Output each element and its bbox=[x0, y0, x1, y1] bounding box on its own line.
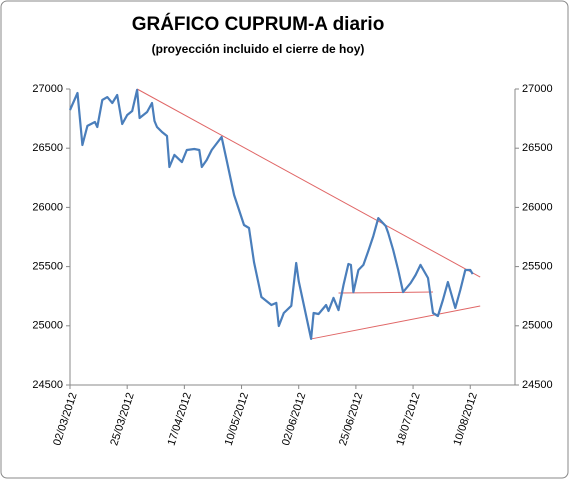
y-tick-label: 26000 bbox=[32, 201, 63, 213]
chart-title: GRÁFICO CUPRUM-A diario bbox=[132, 13, 385, 35]
y-tick-label: 25500 bbox=[32, 261, 63, 273]
trend-line bbox=[311, 305, 481, 340]
y-tick-label: 25000 bbox=[32, 320, 63, 332]
y-tick-label: 26500 bbox=[32, 142, 63, 154]
price-line bbox=[68, 88, 474, 340]
chart-subtitle: (proyección incluido el cierre de hoy) bbox=[152, 42, 365, 56]
y2-tick-label: 26500 bbox=[522, 142, 553, 154]
y2-tick-label: 25000 bbox=[522, 320, 553, 332]
y2-tick-label: 27000 bbox=[522, 83, 553, 95]
y2-tick-label: 26000 bbox=[522, 201, 553, 213]
trend-line bbox=[338, 291, 433, 294]
y2-tick-label: 24500 bbox=[522, 379, 553, 391]
y-tick-label: 24500 bbox=[32, 379, 63, 391]
trend-line bbox=[136, 88, 481, 278]
y-tick-label: 27000 bbox=[32, 83, 63, 95]
y2-tick-label: 25500 bbox=[522, 261, 553, 273]
